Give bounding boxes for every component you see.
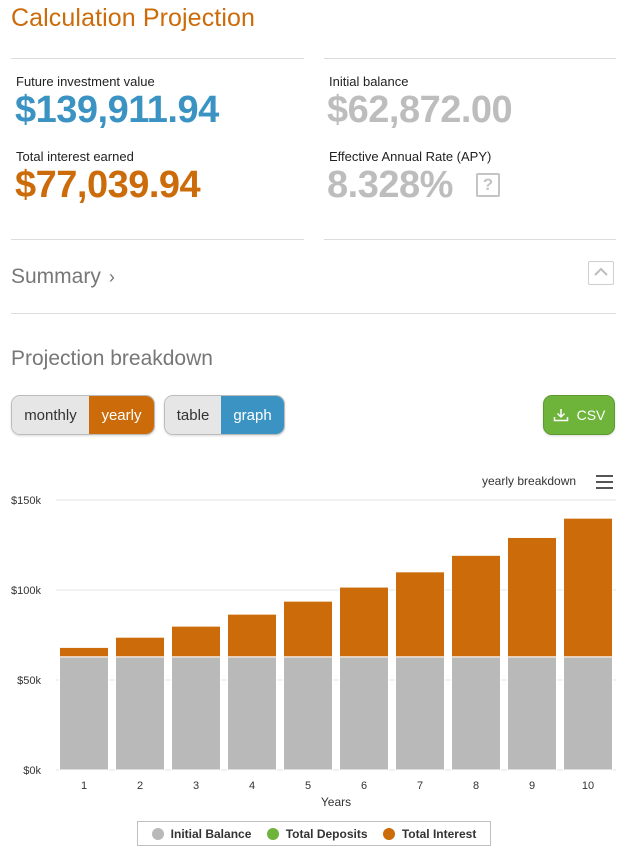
legend-item-total-deposits[interactable]: Total Deposits (266, 826, 368, 841)
stacked-bar-chart: $0k $50k $100k $150k 1 2 3 4 5 6 7 8 9 10 Years (11, 495, 616, 809)
legend-item-initial-balance[interactable]: Initial Balance (151, 826, 252, 841)
bar-segment[interactable] (339, 586, 389, 658)
y-tick-label: $150k (11, 495, 41, 507)
bar-segment[interactable] (563, 517, 613, 658)
section-title: Projection breakdown (11, 347, 213, 370)
chart-subtitle: yearly breakdown (482, 474, 577, 488)
collapse-button[interactable] (588, 261, 614, 285)
bar-segment[interactable] (451, 656, 501, 771)
x-tick-label: 7 (417, 780, 423, 792)
page-title: Calculation Projection (11, 4, 255, 32)
bar-segment[interactable] (227, 613, 277, 658)
x-tick-label: 5 (305, 780, 311, 792)
bar-segment[interactable] (115, 636, 165, 658)
summary-label: Summary (11, 265, 101, 288)
x-axis-title: Years (321, 795, 351, 809)
x-tick-label: 9 (529, 780, 535, 792)
divider (324, 239, 616, 240)
download-icon (553, 409, 568, 422)
x-tick-label: 6 (361, 780, 367, 792)
legend-swatch (266, 827, 279, 840)
apy-label: Effective Annual Rate (APY) (329, 149, 492, 164)
x-tick-label: 1 (81, 780, 87, 792)
period-toggle: monthly yearly (11, 395, 155, 435)
divider (11, 239, 304, 240)
bar-segment[interactable] (59, 656, 109, 771)
bar-segment[interactable] (115, 656, 165, 771)
x-tick-label: 2 (137, 780, 143, 792)
legend-swatch (382, 827, 395, 840)
csv-label: CSV (576, 407, 606, 423)
bar-segment[interactable] (283, 656, 333, 771)
toggle-monthly[interactable]: monthly (12, 396, 89, 434)
bar-segment[interactable] (563, 656, 613, 771)
divider (11, 313, 616, 314)
y-tick-label: $100k (11, 585, 41, 597)
total-interest-amount: $77,039.94 (15, 164, 201, 206)
x-tick-label: 3 (193, 780, 199, 792)
future-value-amount: $139,911.94 (15, 89, 219, 131)
total-interest-label: Total interest earned (16, 149, 134, 164)
chevron-up-icon (594, 267, 608, 276)
apy-value: 8.328% (327, 164, 453, 206)
view-toggle: table graph (164, 395, 285, 435)
menu-icon[interactable] (596, 475, 613, 489)
x-tick-label: 8 (473, 780, 479, 792)
toggle-yearly[interactable]: yearly (88, 396, 154, 434)
bar-segment[interactable] (507, 656, 557, 771)
y-tick-label: $0k (23, 765, 41, 777)
bar-segment[interactable] (283, 600, 333, 658)
divider (324, 58, 616, 59)
legend-item-total-interest[interactable]: Total Interest (382, 826, 477, 841)
legend-swatch (151, 827, 164, 840)
toggle-table[interactable]: table (165, 396, 222, 434)
bar-segment[interactable] (395, 656, 445, 771)
bar-segment[interactable] (59, 646, 109, 658)
summary-toggle[interactable]: Summary › (11, 265, 115, 289)
x-tick-label: 4 (249, 780, 255, 792)
initial-balance-amount: $62,872.00 (327, 89, 513, 131)
toggle-graph[interactable]: graph (221, 396, 284, 434)
legend-label: Total Deposits (285, 826, 368, 841)
bar-segment[interactable] (395, 571, 445, 658)
chevron-right-icon: › (108, 267, 115, 287)
legend-label: Total Interest (401, 826, 477, 841)
bar-segment[interactable] (339, 656, 389, 771)
bar-segment[interactable] (171, 625, 221, 658)
legend-label: Initial Balance (170, 826, 252, 841)
bar-segment[interactable] (227, 656, 277, 771)
csv-download-button[interactable]: CSV (543, 395, 615, 435)
initial-balance-label: Initial balance (329, 74, 409, 89)
divider (11, 58, 304, 59)
chart-legend: Initial Balance Total Deposits Total Int… (137, 821, 491, 846)
x-tick-label: 10 (582, 780, 594, 792)
y-tick-label: $50k (17, 675, 41, 687)
bar-segment[interactable] (451, 554, 501, 658)
help-icon[interactable]: ? (476, 173, 500, 197)
bar-segment[interactable] (171, 656, 221, 771)
bar-segment[interactable] (507, 536, 557, 658)
future-value-label: Future investment value (16, 74, 155, 89)
